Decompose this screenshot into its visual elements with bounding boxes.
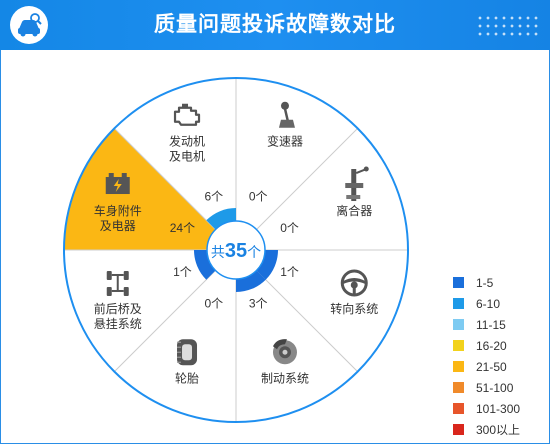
legend-item-3: 16-20 <box>453 335 548 356</box>
legend-swatch-0 <box>453 277 464 288</box>
value-label-1: 0个 <box>280 221 299 235</box>
decorative-dots <box>476 14 540 38</box>
value-bar-7 <box>206 208 236 230</box>
total-suffix: 个 <box>247 244 261 260</box>
axle-icon <box>106 270 129 296</box>
legend-item-5: 51-100 <box>453 377 548 398</box>
center-circle <box>206 220 266 280</box>
category-label-6-0: 车身附件 <box>94 203 142 218</box>
battery-icon <box>105 173 130 195</box>
legend-label-5: 51-100 <box>476 380 514 395</box>
legend-item-2: 11-15 <box>453 314 548 335</box>
value-label-4: 0个 <box>204 297 223 311</box>
divider-7 <box>114 128 216 230</box>
value-label-3: 3个 <box>249 297 268 311</box>
legend-swatch-5 <box>453 382 464 393</box>
legend-swatch-3 <box>453 340 464 351</box>
divider-3 <box>256 270 358 372</box>
car-logo-icon <box>10 6 48 44</box>
legend-swatch-6 <box>453 403 464 414</box>
steering-wheel-icon <box>340 269 368 297</box>
category-label-6-1: 及电器 <box>100 219 136 233</box>
legend-label-4: 21-50 <box>476 359 507 374</box>
value-label-0: 0个 <box>249 189 268 203</box>
outer-ring <box>63 77 409 423</box>
category-label-5-1: 悬挂系统 <box>94 317 142 331</box>
legend-item-1: 6-10 <box>453 293 548 314</box>
legend-swatch-2 <box>453 319 464 330</box>
value-label-6: 24个 <box>170 221 195 235</box>
page-title: 质量问题投诉故障数对比 <box>154 13 396 36</box>
legend-item-7: 300以上 <box>453 419 548 440</box>
legend-item-0: 1-5 <box>453 272 548 293</box>
engine-icon <box>173 103 201 126</box>
category-label-3-0: 制动系统 <box>261 371 309 385</box>
divider-5 <box>114 270 216 372</box>
legend-item-6: 101-300 <box>453 398 548 419</box>
category-label-7-1: 及电机 <box>169 150 205 164</box>
clutch-icon <box>345 166 369 202</box>
value-bar-5 <box>194 250 216 280</box>
gear-shift-icon <box>278 101 295 128</box>
legend-label-1: 6-10 <box>476 296 501 311</box>
divider-1 <box>256 128 358 230</box>
category-label-7-0: 发动机 <box>169 134 205 149</box>
brake-disc-icon <box>272 339 297 365</box>
category-label-5-0: 前后桥及 <box>94 301 142 316</box>
tire-icon <box>177 339 198 366</box>
category-label-2-0: 转向系统 <box>330 301 378 316</box>
value-label-7: 6个 <box>204 189 223 203</box>
legend-item-4: 21-50 <box>453 356 548 377</box>
value-bar-2 <box>256 250 278 280</box>
category-label-0-0: 变速器 <box>267 134 303 149</box>
category-label-4-0: 轮胎 <box>175 371 199 385</box>
legend-swatch-4 <box>453 361 464 372</box>
legend: 1-5 6-10 11-15 16-20 21-50 51-100 101-300 300以上 <box>453 272 548 440</box>
legend-label-6: 101-300 <box>476 401 521 416</box>
total-value: 35 <box>225 240 247 262</box>
value-label-5: 1个 <box>173 265 192 279</box>
sector-fill-6 <box>64 128 216 250</box>
value-label-2: 1个 <box>280 265 299 279</box>
legend-label-3: 16-20 <box>476 338 507 353</box>
total-prefix: 共 <box>211 244 225 260</box>
value-bar-3 <box>236 270 266 292</box>
legend-label-7: 300以上 <box>476 423 521 437</box>
category-label-1-0: 离合器 <box>336 203 372 218</box>
legend-label-2: 11-15 <box>476 317 506 332</box>
legend-label-0: 1-5 <box>476 275 494 290</box>
legend-swatch-7 <box>453 424 464 435</box>
total-label: 共35个 <box>211 240 261 262</box>
header-bar: 质量问题投诉故障数对比 <box>0 0 550 50</box>
legend-swatch-1 <box>453 298 464 309</box>
